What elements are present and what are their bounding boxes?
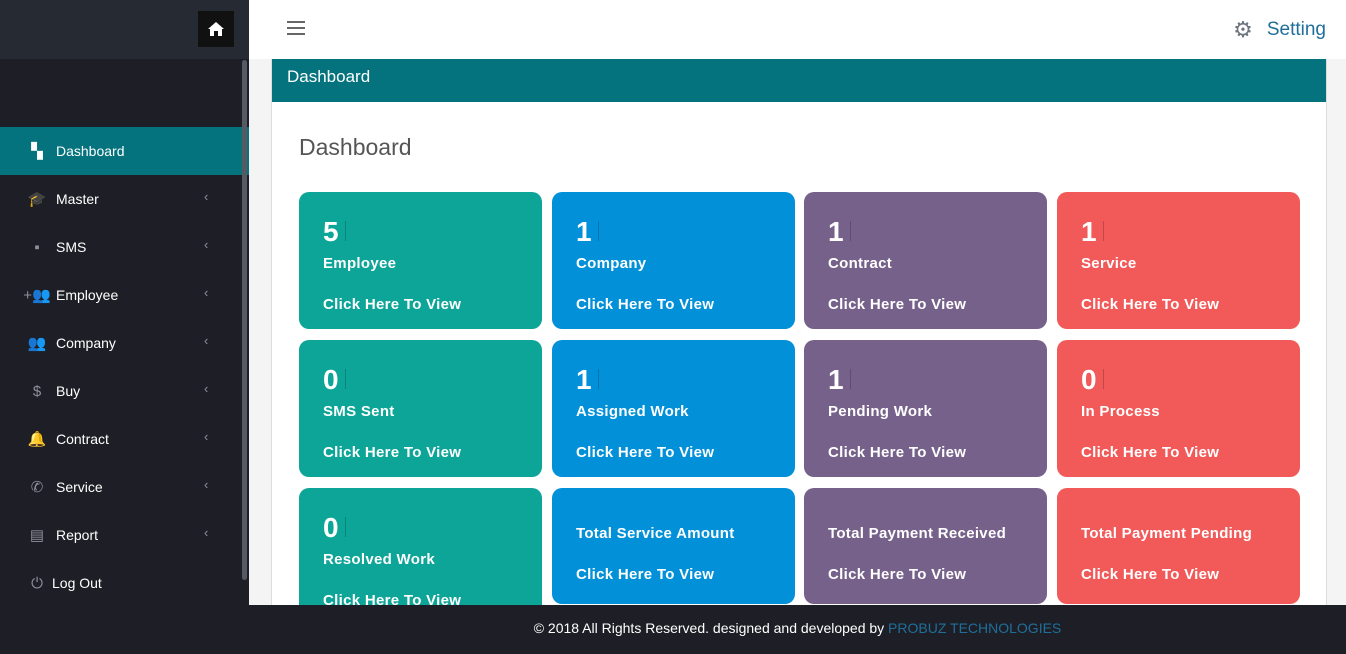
stat-count: 5 xyxy=(323,216,346,248)
sidebar-item-label: Report xyxy=(56,527,99,543)
menu-toggle-icon[interactable] xyxy=(287,21,305,35)
sidebar-item-label: Service xyxy=(56,479,103,495)
sidebar-item-contract[interactable]: 🔔 Contract ‹ xyxy=(0,415,249,463)
sidebar-item-employee[interactable]: +👥 Employee ‹ xyxy=(0,271,249,319)
stat-card-employee[interactable]: 5 Employee Click Here To View xyxy=(299,192,542,329)
stat-count: 0 xyxy=(1081,364,1104,396)
sidebar-item-service[interactable]: ✆ Service ‹ xyxy=(0,463,249,511)
sidebar-item-sms[interactable]: ▪ SMS ‹ xyxy=(0,223,249,271)
dashboard-panel: Dashboard Dashboard 5 Employee Click Here… xyxy=(271,59,1327,628)
stat-card-total-service-amount[interactable]: Total Service Amount Click Here To View xyxy=(552,488,795,604)
stat-card-in-process[interactable]: 0 In Process Click Here To View xyxy=(1057,340,1300,477)
view-link[interactable]: Click Here To View xyxy=(828,296,967,313)
stat-label: Pending Work xyxy=(828,403,933,420)
chevron-left-icon: ‹ xyxy=(204,189,209,204)
sidebar-scrollbar[interactable] xyxy=(242,60,247,580)
sidebar-item-label: Employee xyxy=(56,287,119,303)
home-icon xyxy=(208,22,224,36)
stat-label: Resolved Work xyxy=(323,551,435,568)
stat-card-total-payment-pending[interactable]: Total Payment Pending Click Here To View xyxy=(1057,488,1300,604)
view-link[interactable]: Click Here To View xyxy=(1081,566,1220,583)
library-books-icon: ▤ xyxy=(29,527,45,544)
home-button[interactable] xyxy=(198,11,234,47)
view-link[interactable]: Click Here To View xyxy=(576,296,715,313)
bell-plus-icon: 🔔 xyxy=(27,431,47,448)
stat-count: 1 xyxy=(828,364,851,396)
chevron-left-icon: ‹ xyxy=(204,381,209,396)
top-bar: ⚙ Setting xyxy=(249,0,1346,59)
stat-card-pending-work[interactable]: 1 Pending Work Click Here To View xyxy=(804,340,1047,477)
stat-card-service[interactable]: 1 Service Click Here To View xyxy=(1057,192,1300,329)
stat-label: Assigned Work xyxy=(576,403,689,420)
sidebar: ▚ Dashboard 🎓 Master ‹ ▪ SMS ‹ +👥 Employee ‹ 👥 … xyxy=(0,0,249,654)
sidebar-header xyxy=(0,0,249,59)
people-icon: 👥 xyxy=(27,335,47,352)
stat-label: Total Payment Pending xyxy=(1081,525,1253,542)
footer-text: © 2018 All Rights Reserved. designed and… xyxy=(533,620,889,636)
stat-label: Total Payment Received xyxy=(828,525,1007,542)
chevron-left-icon: ‹ xyxy=(204,477,209,492)
stat-count: 1 xyxy=(576,216,599,248)
sidebar-item-label: Company xyxy=(56,335,116,351)
sidebar-item-report[interactable]: ▤ Report ‹ xyxy=(0,511,249,559)
chevron-left-icon: ‹ xyxy=(204,429,209,444)
view-link[interactable]: Click Here To View xyxy=(1081,296,1220,313)
sidebar-item-label: Contract xyxy=(56,431,109,447)
stat-card-company[interactable]: 1 Company Click Here To View xyxy=(552,192,795,329)
stat-card-total-payment-received[interactable]: Total Payment Received Click Here To Vie… xyxy=(804,488,1047,604)
view-link[interactable]: Click Here To View xyxy=(576,444,715,461)
group-add-icon: +👥 xyxy=(23,287,51,304)
company-link[interactable]: PROBUZ TECHNOLOGIES xyxy=(888,620,1062,636)
sidebar-item-company[interactable]: 👥 Company ‹ xyxy=(0,319,249,367)
stat-label: Company xyxy=(576,255,647,272)
stat-label: Total Service Amount xyxy=(576,525,735,542)
stat-label: In Process xyxy=(1081,403,1160,420)
phone-forward-icon: ✆ xyxy=(30,479,44,496)
stat-card-assigned-work[interactable]: 1 Assigned Work Click Here To View xyxy=(552,340,795,477)
sidebar-item-label: Buy xyxy=(56,383,81,399)
view-link[interactable]: Click Here To View xyxy=(576,566,715,583)
page-title: Dashboard xyxy=(299,134,412,160)
gear-icon: ⚙ xyxy=(1233,17,1253,42)
view-link[interactable]: Click Here To View xyxy=(323,592,462,609)
graduation-cap-icon: 🎓 xyxy=(27,191,47,208)
stat-card-sms-sent[interactable]: 0 SMS Sent Click Here To View xyxy=(299,340,542,477)
view-link[interactable]: Click Here To View xyxy=(323,444,462,461)
sidebar-item-log-out[interactable]: ⏻ Log Out xyxy=(0,559,249,607)
sidebar-item-label: Master xyxy=(56,191,99,207)
stat-count: 1 xyxy=(1081,216,1104,248)
sidebar-item-label: Log Out xyxy=(52,575,102,591)
view-link[interactable]: Click Here To View xyxy=(828,566,967,583)
setting-label: Setting xyxy=(1266,19,1326,40)
view-link[interactable]: Click Here To View xyxy=(323,296,462,313)
sidebar-item-label: Dashboard xyxy=(56,143,125,159)
view-link[interactable]: Click Here To View xyxy=(1081,444,1220,461)
stat-count: 0 xyxy=(323,512,346,544)
sidebar-item-master[interactable]: 🎓 Master ‹ xyxy=(0,175,249,223)
sidebar-item-label: SMS xyxy=(56,239,87,255)
chevron-left-icon: ‹ xyxy=(204,237,209,252)
dashboard-icon: ▚ xyxy=(31,143,43,160)
setting-button[interactable]: ⚙ Setting xyxy=(1233,17,1326,43)
power-icon: ⏻ xyxy=(31,574,43,592)
footer: © 2018 All Rights Reserved. designed and… xyxy=(249,605,1346,654)
sidebar-item-buy[interactable]: $ Buy ‹ xyxy=(0,367,249,415)
chevron-left-icon: ‹ xyxy=(204,333,209,348)
stat-label: SMS Sent xyxy=(323,403,395,420)
stat-count: 0 xyxy=(323,364,346,396)
stat-count: 1 xyxy=(576,364,599,396)
stat-label: Service xyxy=(1081,255,1137,272)
chevron-left-icon: ‹ xyxy=(204,525,209,540)
dollar-icon: $ xyxy=(32,382,42,400)
view-link[interactable]: Click Here To View xyxy=(828,444,967,461)
sidebar-item-dashboard[interactable]: ▚ Dashboard xyxy=(0,127,249,175)
stat-label: Employee xyxy=(323,255,397,272)
message-icon: ▪ xyxy=(34,238,40,256)
stat-label: Contract xyxy=(828,255,893,272)
stat-card-resolved-work[interactable]: 0 Resolved Work Click Here To View xyxy=(299,488,542,628)
stat-count: 1 xyxy=(828,216,851,248)
panel-header: Dashboard xyxy=(272,59,1326,102)
chevron-left-icon: ‹ xyxy=(204,285,209,300)
stat-card-contract[interactable]: 1 Contract Click Here To View xyxy=(804,192,1047,329)
